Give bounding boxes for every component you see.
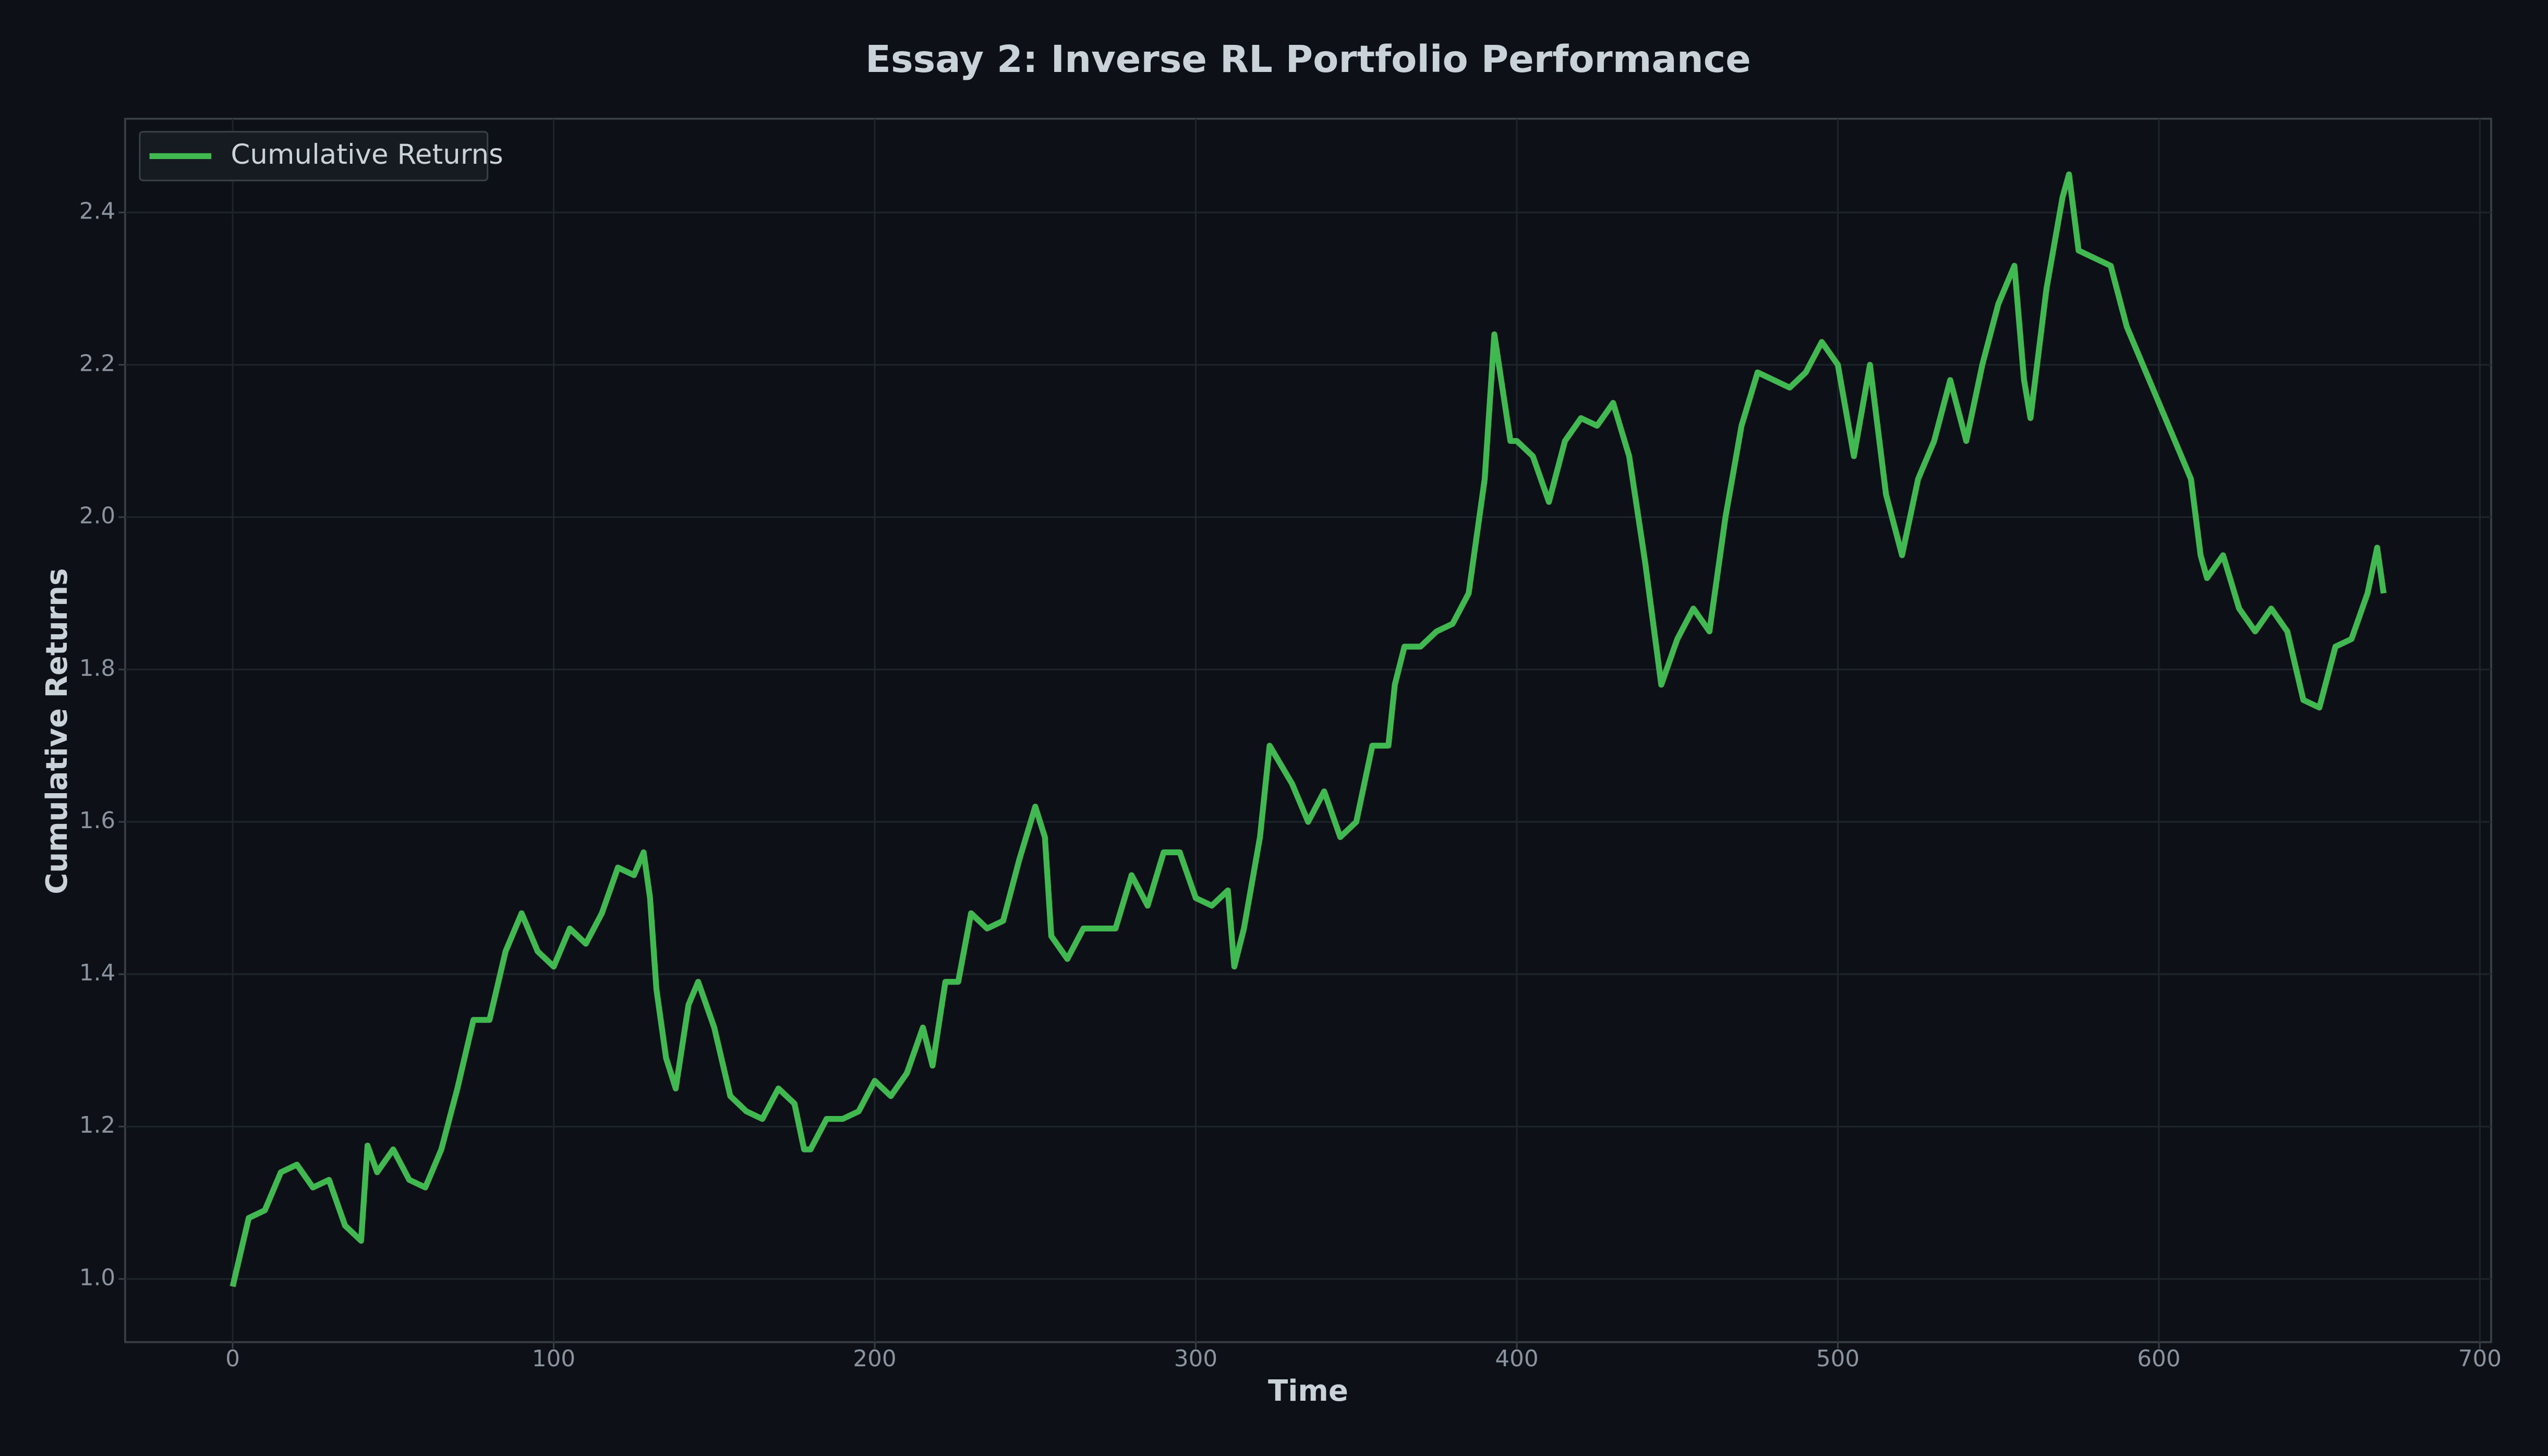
x-tick-label: 500 <box>1816 1346 1859 1372</box>
x-tick-label: 700 <box>2458 1346 2502 1372</box>
y-tick-label: 2.4 <box>79 198 115 224</box>
x-tick-label: 0 <box>225 1346 240 1372</box>
x-tick-label: 200 <box>853 1346 896 1372</box>
y-tick-label: 2.0 <box>79 503 115 529</box>
plot-area <box>124 117 2492 1343</box>
y-tick-label: 1.4 <box>79 960 115 986</box>
x-tick-label: 600 <box>2137 1346 2180 1372</box>
legend-box <box>139 131 489 181</box>
chart-title: Essay 2: Inverse RL Portfolio Performanc… <box>865 37 1751 81</box>
y-axis-label: Cumulative Returns <box>40 568 74 894</box>
y-tick-label: 1.2 <box>79 1112 115 1138</box>
x-tick-label: 400 <box>1495 1346 1538 1372</box>
x-tick-label: 300 <box>1174 1346 1217 1372</box>
y-tick-label: 2.2 <box>79 351 115 377</box>
y-tick-label: 1.6 <box>79 808 115 834</box>
y-tick-label: 1.0 <box>79 1265 115 1291</box>
x-axis-label: Time <box>1268 1374 1348 1408</box>
legend-label: Cumulative Returns <box>231 139 503 171</box>
data-line <box>230 171 2387 1288</box>
y-tick-label: 1.8 <box>79 656 115 682</box>
x-tick-label: 100 <box>532 1346 575 1372</box>
